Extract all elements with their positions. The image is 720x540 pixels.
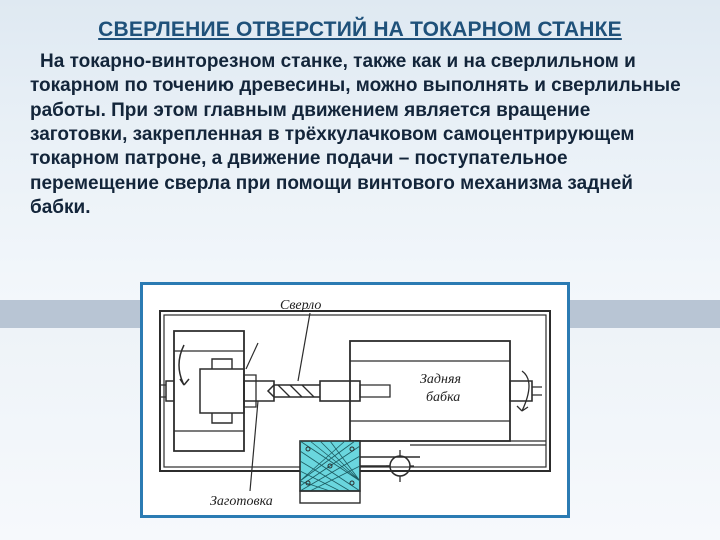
lathe-diagram-svg: Сверло Задняя бабка xyxy=(149,291,561,509)
diagram-frame: Сверло Задняя бабка xyxy=(140,282,570,518)
workpiece-label: Заготовка xyxy=(210,494,273,509)
body-paragraph: На токарно-винторезном станке, также как… xyxy=(30,50,690,220)
diagram: Сверло Задняя бабка xyxy=(149,291,561,509)
tailstock-label-1: Задняя xyxy=(420,372,461,387)
page-title: СВЕРЛЕНИЕ ОТВЕРСТИЙ НА ТОКАРНОМ СТАНКЕ xyxy=(30,18,690,42)
drill-label: Сверло xyxy=(280,298,321,313)
tailstock-label-2: бабка xyxy=(426,390,460,405)
